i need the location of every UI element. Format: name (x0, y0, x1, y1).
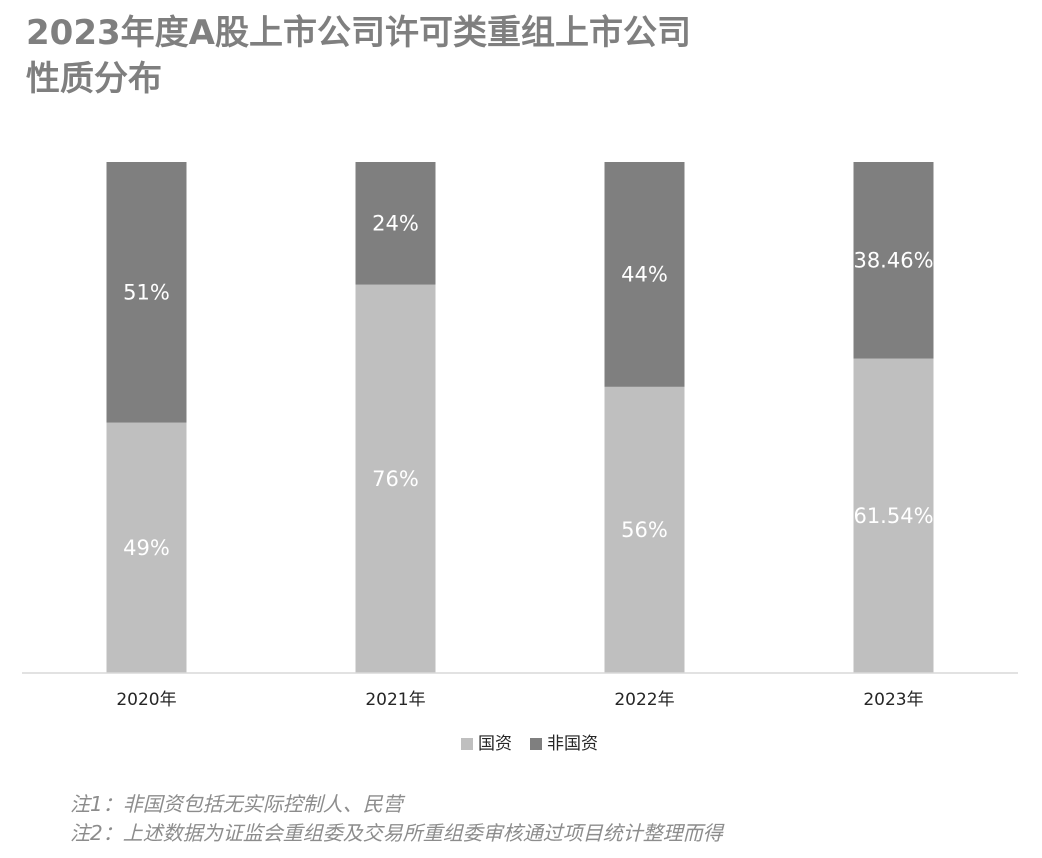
chart-title-line-2: 性质分布 (26, 59, 162, 99)
x-tick-label-3: 2023年 (863, 690, 923, 710)
note-2: 注2：上述数据为证监会重组委及交易所重组委审核通过项目统计整理而得 (70, 821, 723, 845)
legend-label-state: 国资 (478, 734, 512, 754)
bar-nonstate-1 (355, 162, 436, 285)
data-label-state-2: 56% (621, 518, 668, 542)
chart-title-line-1: 2023年度A股上市公司许可类重组上市公司 (26, 13, 691, 53)
stacked-bar-chart: 49% 51% 2020年 76% 24% 2021年 56% 44% 2022年 61.54% 3… (22, 162, 1018, 754)
bar-nonstate-2 (604, 162, 685, 387)
data-label-state-3: 61.54% (853, 504, 933, 528)
legend-swatch-state (461, 738, 473, 750)
bar-nonstate-0 (106, 162, 187, 423)
x-tick-label-2: 2022年 (614, 690, 674, 710)
chart-title: 2023年度A股上市公司许可类重组上市公司 性质分布 (26, 10, 691, 102)
bar-nonstate-3 (853, 162, 934, 359)
legend-label-nonstate: 非国资 (547, 734, 598, 754)
chart-notes: 注1：非国资包括无实际控制人、民营 注2：上述数据为证监会重组委及交易所重组委审… (70, 790, 723, 848)
data-label-nonstate-2: 44% (621, 262, 668, 286)
bar-state-1 (355, 284, 436, 673)
data-label-state-1: 76% (372, 467, 419, 491)
data-label-state-0: 49% (123, 536, 170, 560)
x-tick-label-1: 2021年 (365, 690, 425, 710)
bar-state-3 (853, 358, 934, 673)
data-label-nonstate-0: 51% (123, 280, 170, 304)
x-tick-label-0: 2020年 (116, 690, 176, 710)
note-1: 注1：非国资包括无实际控制人、民营 (70, 792, 403, 816)
data-label-nonstate-3: 38.46% (853, 248, 933, 272)
legend-swatch-nonstate (530, 738, 542, 750)
data-label-nonstate-1: 24% (372, 211, 419, 235)
bar-state-2 (604, 386, 685, 673)
bar-state-0 (106, 422, 187, 673)
